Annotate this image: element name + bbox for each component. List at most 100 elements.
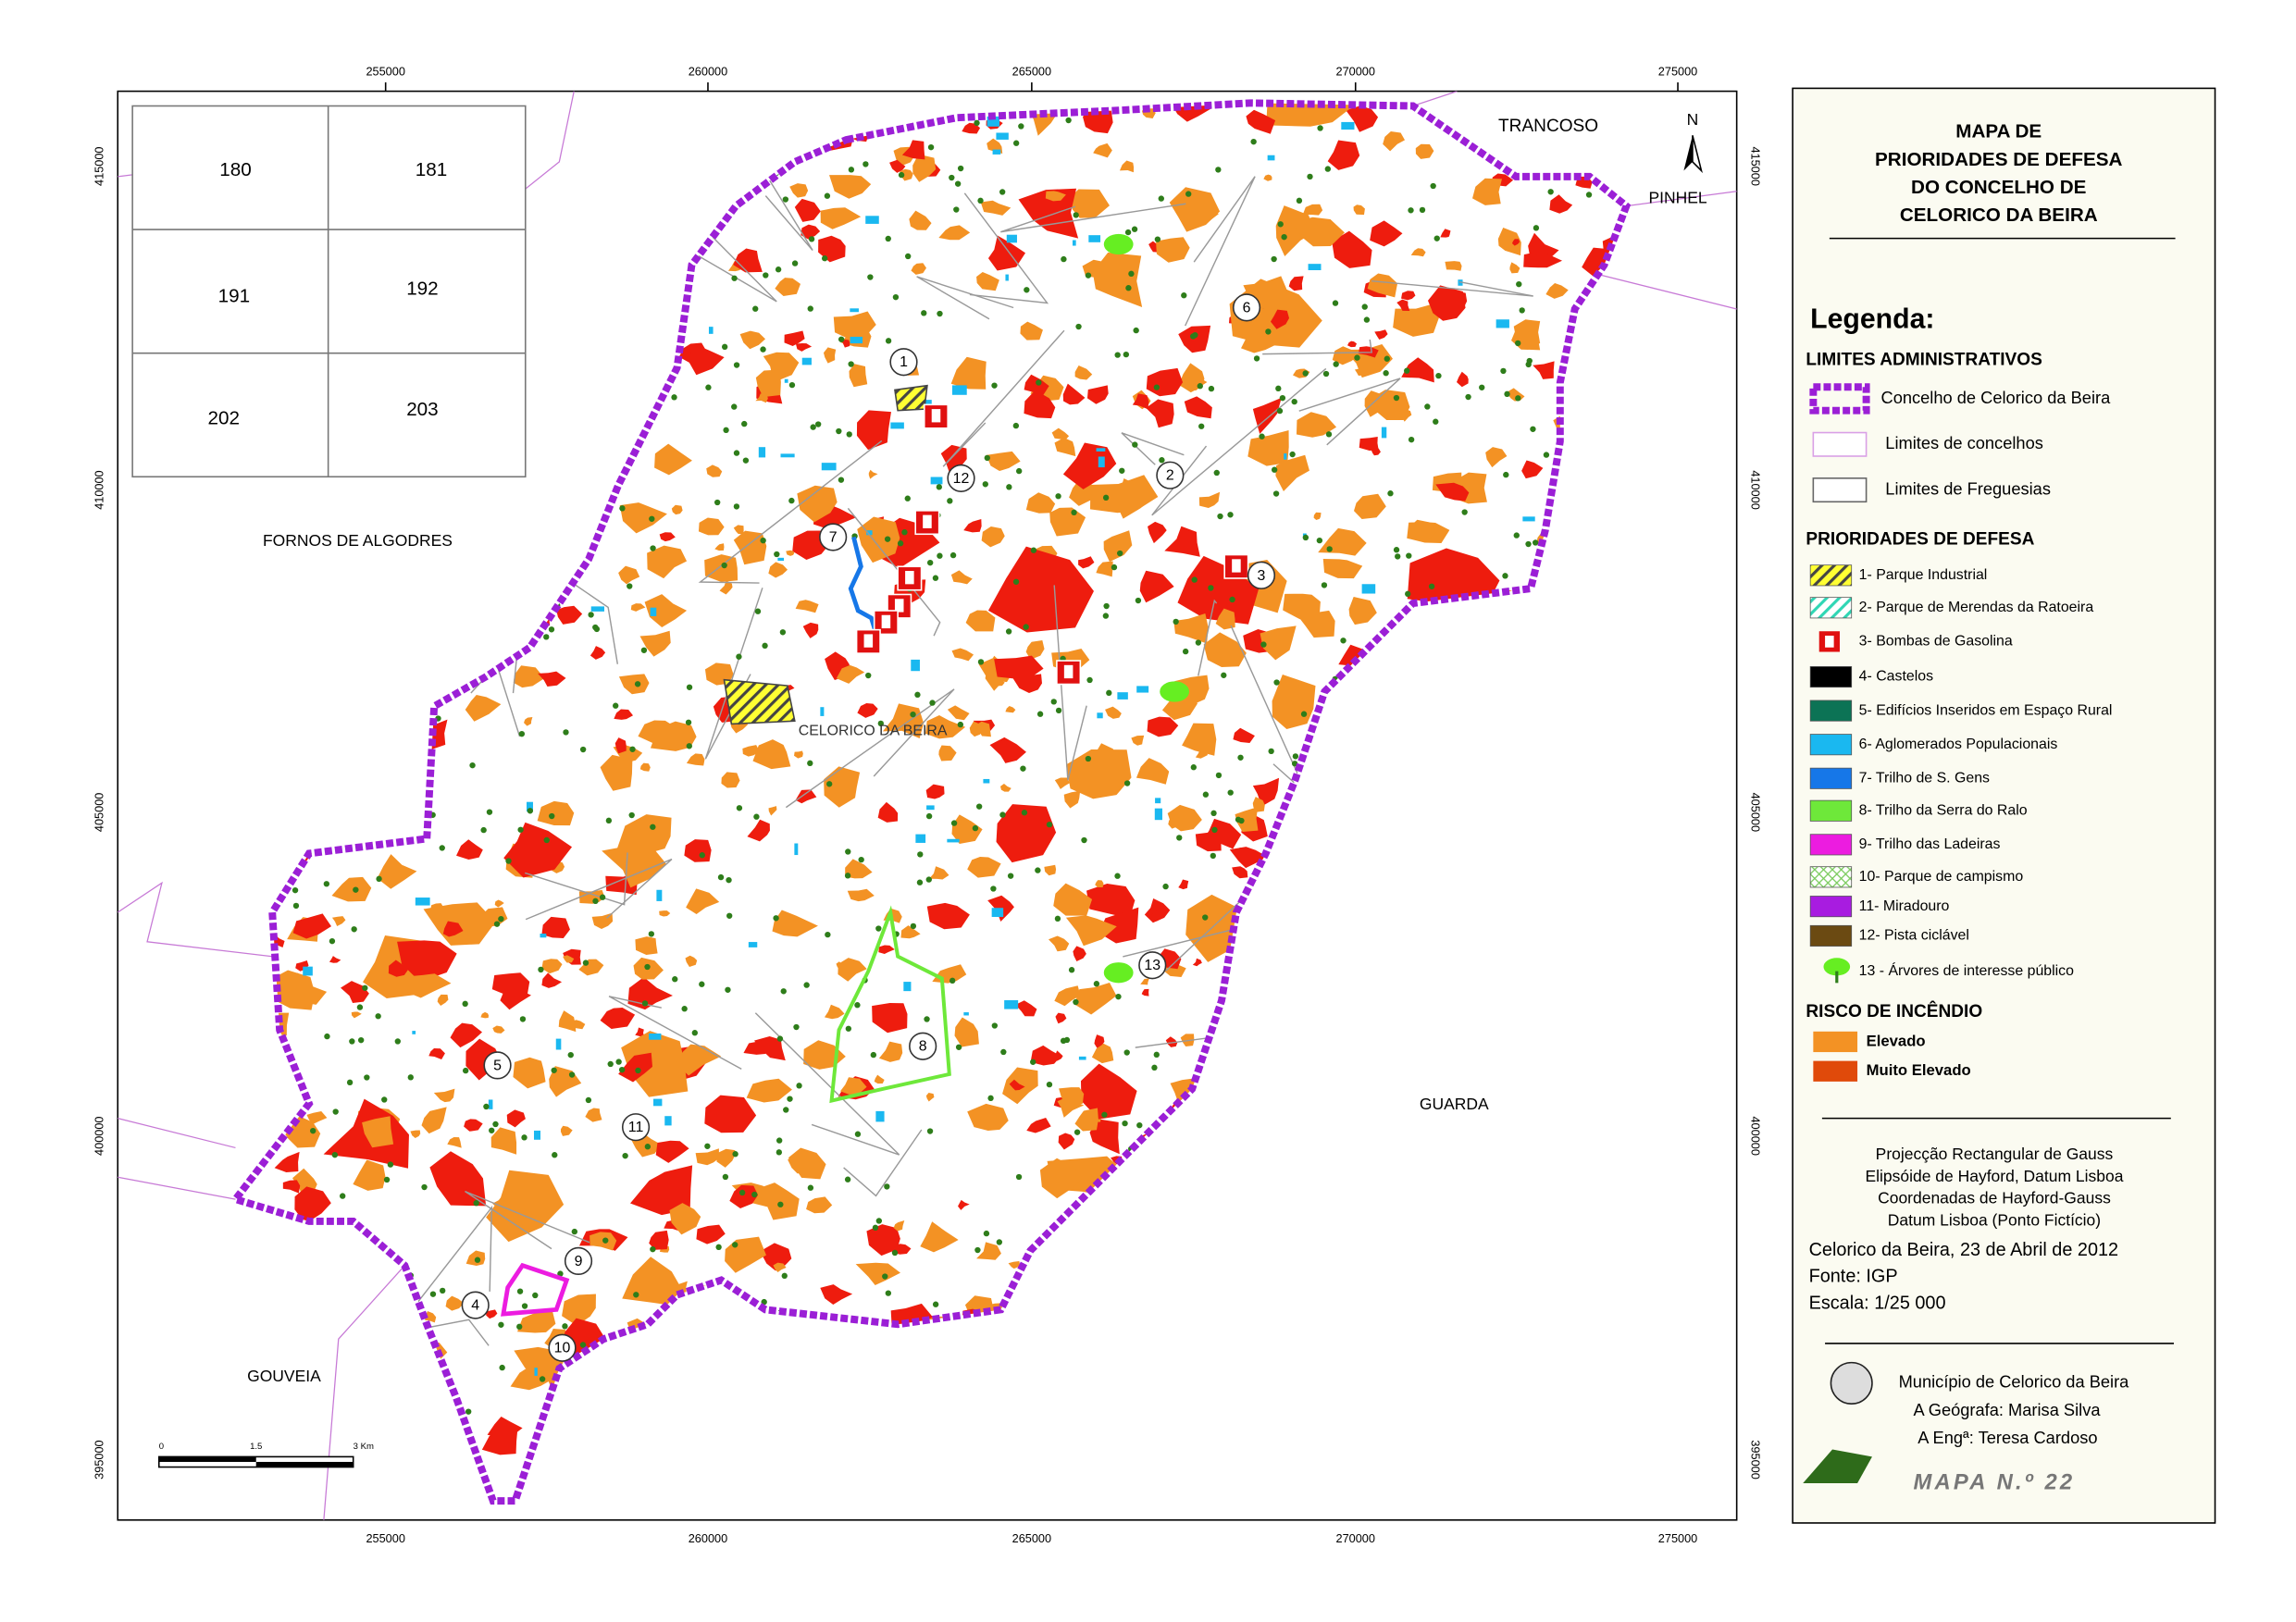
risk-area [789, 183, 809, 198]
risk-area [1435, 482, 1470, 501]
risk-area [1119, 160, 1135, 173]
rural-building [875, 1218, 883, 1224]
risk-area [1266, 103, 1354, 127]
rural-building [1383, 370, 1389, 377]
risk-area [1401, 291, 1416, 301]
rural-building [1005, 628, 1012, 635]
settlement [1154, 808, 1162, 821]
rural-building [1208, 385, 1215, 392]
risk-area [1074, 1108, 1098, 1132]
x-coordinate: 270000 [1336, 64, 1375, 78]
rural-building [429, 1291, 437, 1297]
rural-building [1075, 323, 1082, 330]
rural-building [1525, 361, 1532, 368]
risk-area [1054, 985, 1081, 1007]
rural-building [1093, 981, 1100, 987]
risk-area [1178, 879, 1189, 890]
municipal-crest [1830, 1361, 1873, 1405]
rural-building [499, 1364, 505, 1371]
rural-building [650, 545, 656, 551]
risk-area [1275, 205, 1315, 257]
risk-area [1393, 303, 1439, 337]
x-coordinate: 255000 [366, 64, 404, 78]
rural-building [836, 427, 842, 435]
rural-building [1086, 676, 1093, 684]
rural-building [407, 1074, 414, 1081]
risk-area [950, 356, 987, 390]
risk-area [1521, 460, 1544, 479]
rural-building [884, 536, 891, 542]
risk-area [671, 504, 683, 515]
marker-circle [819, 523, 848, 551]
settlement [1117, 692, 1128, 700]
rural-building [394, 1038, 401, 1045]
risk-area [647, 545, 688, 579]
risk-area [1164, 526, 1200, 557]
risk-area [1067, 189, 1110, 218]
rural-building [937, 310, 943, 317]
rural-building [1461, 509, 1468, 515]
legend-item: Concelho de Celorico da Beira [1881, 388, 2112, 407]
risk-area [829, 175, 872, 199]
risk-area [1232, 866, 1248, 879]
rural-building [1404, 367, 1410, 374]
rural-building [462, 1000, 468, 1008]
risk-area [947, 705, 970, 721]
rural-building [892, 293, 900, 301]
rural-building [916, 879, 924, 885]
map-source: Fonte: IGP [1809, 1267, 1898, 1287]
y-coordinate: 400000 [1748, 1116, 1762, 1155]
rural-building [733, 503, 740, 510]
settlement [820, 707, 825, 716]
municipality-boundary [229, 99, 1632, 1505]
risk-area [729, 1184, 759, 1208]
rural-building [1213, 469, 1220, 477]
rural-building [885, 338, 892, 344]
freguesia-boundary [843, 1129, 923, 1197]
rural-building [1007, 873, 1014, 879]
rural-building [807, 760, 813, 767]
rural-building [644, 963, 651, 971]
risk-area [1188, 373, 1208, 391]
rural-building [1340, 638, 1347, 644]
rural-building [1533, 225, 1540, 231]
risk-area [878, 945, 895, 954]
rural-building [486, 809, 493, 815]
freguesia-boundary [1262, 339, 1373, 355]
gas-station-icon [1063, 664, 1074, 679]
risk-area [911, 263, 926, 275]
rural-building [1227, 789, 1234, 796]
rural-building [781, 1272, 788, 1279]
rural-building [803, 982, 810, 988]
risk-area [1069, 479, 1098, 506]
gas-station-icon [923, 514, 932, 528]
settlement [412, 1031, 416, 1034]
risk-area [755, 393, 768, 403]
rural-building [925, 876, 932, 883]
risk-area [1275, 454, 1309, 492]
rural-building [1479, 384, 1485, 390]
rural-building [854, 1131, 862, 1137]
rural-building [932, 1301, 939, 1307]
risk-area [513, 1057, 546, 1089]
rural-building [1227, 512, 1234, 518]
legend-swatch [1809, 383, 1870, 415]
risk-area [926, 902, 970, 930]
rural-building [904, 495, 911, 501]
rural-building [1296, 197, 1303, 204]
legend-heading: Legenda: [1810, 304, 1934, 335]
rural-building [641, 1000, 649, 1007]
gas-station-icon [931, 409, 941, 423]
freguesia-boundary [1121, 432, 1185, 465]
rural-building [1395, 553, 1401, 560]
y-coordinate: 410000 [1748, 470, 1762, 509]
risk-area [464, 1119, 483, 1132]
rural-building [551, 1067, 557, 1073]
risk-area [558, 1010, 577, 1033]
risk-area [1141, 988, 1149, 997]
rural-building [571, 1228, 578, 1235]
risk-area [987, 546, 1094, 633]
risk-area [1215, 608, 1235, 630]
risk-area [1427, 285, 1466, 321]
settlement [911, 659, 920, 672]
